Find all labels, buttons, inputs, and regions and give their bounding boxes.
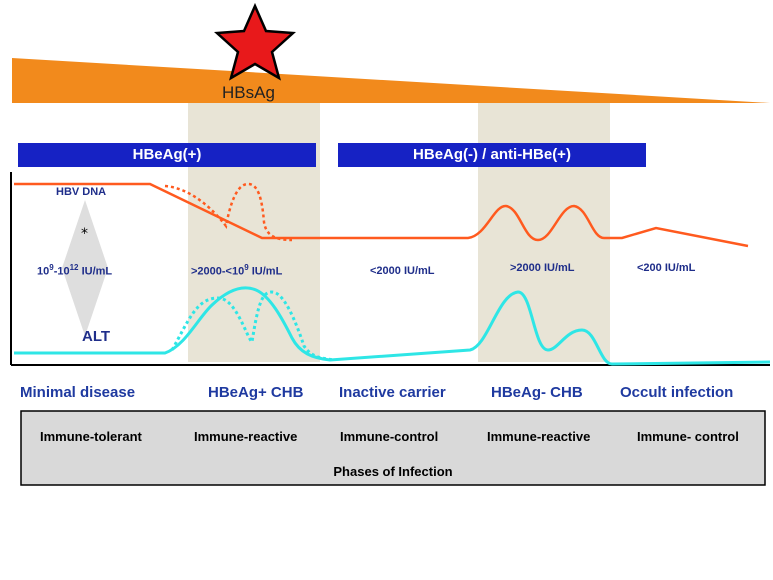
dna-range2-base: >2000-<10 (191, 265, 245, 278)
dna-range-hbeag-negative: >2000 IU/mL (510, 262, 575, 274)
dna-range1-base: 10 (37, 265, 50, 278)
phase-immune-reactive-2: Immune-reactive (487, 429, 591, 444)
dna-range-occult: <200 IU/mL (637, 262, 696, 274)
hbv-dna-label: HBV DNA (56, 186, 107, 198)
dna-range2-unit: IU/mL (248, 265, 283, 278)
disease-state-minimal: Minimal disease (20, 384, 136, 401)
phase-immune-control: Immune-control (340, 429, 439, 444)
alt-label: ALT (82, 328, 111, 345)
dna-range1-unit: IU/mL (78, 265, 113, 278)
alt-dotted-curve (170, 290, 335, 362)
disease-state-occult-infection: Occult infection (620, 384, 734, 401)
phase-immune-tolerant: Immune-tolerant (40, 429, 142, 444)
phases-box (20, 410, 766, 486)
shade-hbeag-positive-chb (188, 100, 320, 362)
phases-title: Phases of Infection (333, 464, 453, 479)
dna-range1-mid: -10 (53, 265, 70, 278)
disease-state-hbeag-positive-chb: HBeAg+ CHB (208, 384, 304, 401)
dna-range1-sup2: 12 (69, 263, 79, 272)
hbeag-positive-bar (18, 143, 316, 167)
dna-range1-sup1: 9 (49, 263, 54, 272)
hbsag-label: HBsAg (222, 83, 275, 102)
shade-hbeag-negative-chb (478, 100, 610, 362)
hbeag-negative-bar (338, 143, 646, 167)
hbeag-negative-label: HBeAg(-) / anti-HBe(+) (413, 146, 571, 163)
star-icon (213, 2, 297, 81)
asterisk-mark: * (81, 226, 88, 242)
dna-range-diamond (62, 200, 108, 336)
alt-curve (14, 286, 771, 366)
phase-immune-reactive-1: Immune-reactive (194, 429, 298, 444)
dna-range2-sup: 9 (244, 263, 249, 272)
disease-state-hbeag-negative-chb: HBeAg- CHB (491, 384, 583, 401)
phase-immune-control-2: Immune- control (637, 429, 739, 444)
dna-range-inactive: <2000 IU/mL (370, 265, 435, 277)
hbv-dna-curve (14, 182, 749, 248)
disease-state-inactive-carrier: Inactive carrier (339, 384, 446, 401)
dna-range-immune-tolerant: 109-1012 IU/mL (37, 263, 112, 278)
dna-range-hbeag-positive: >2000-<109 IU/mL (191, 263, 282, 278)
hbeag-positive-label: HBeAg(+) (132, 146, 202, 163)
hbsag-wedge (12, 58, 770, 103)
hbv-dna-dotted-curve (164, 182, 293, 242)
